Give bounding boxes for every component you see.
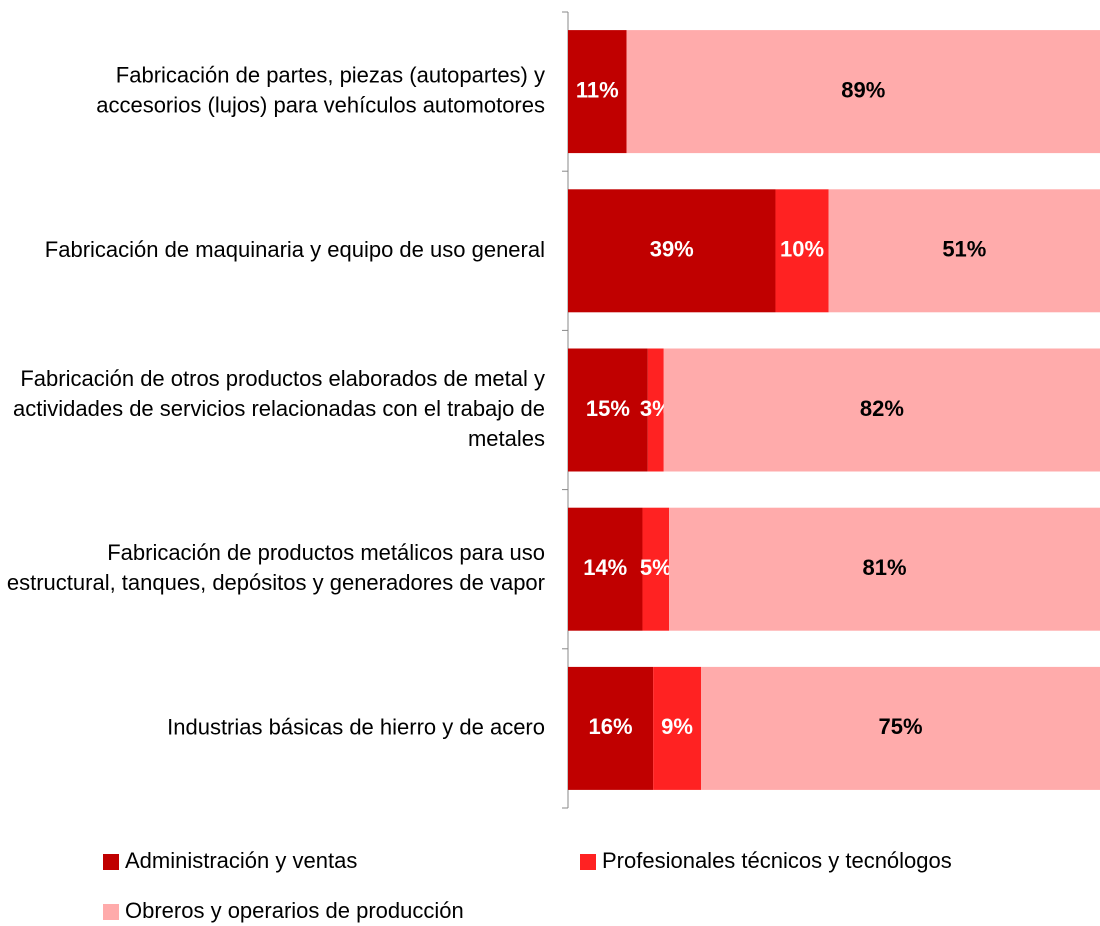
legend-swatch xyxy=(580,854,596,870)
legend-label: Profesionales técnicos y tecnólogos xyxy=(602,848,952,873)
legend-swatch xyxy=(103,854,119,870)
legend-label: Administración y ventas xyxy=(125,848,357,873)
category-label: Fabricación de productos metálicos para … xyxy=(1,540,545,595)
legend-label: Obreros y operarios de producción xyxy=(125,898,464,923)
category-label: Industrias básicas de hierro y de acero xyxy=(167,714,545,739)
bar-segment xyxy=(775,189,829,313)
category-label: Fabricación de otros productos elaborado… xyxy=(7,366,545,451)
value-label: 5% xyxy=(640,555,672,580)
bar-segment xyxy=(642,507,670,631)
value-label: 89% xyxy=(841,77,885,102)
value-label: 11% xyxy=(576,77,619,102)
bar-segment xyxy=(701,666,1100,790)
value-label: 75% xyxy=(878,714,922,739)
bar-segment xyxy=(653,666,701,790)
value-label: 39% xyxy=(650,237,694,262)
bar-segment xyxy=(568,507,643,631)
legend-swatch xyxy=(103,904,119,920)
bar-segment xyxy=(626,30,1100,154)
bar-segment xyxy=(647,348,664,472)
value-label: 51% xyxy=(942,237,986,262)
value-label: 81% xyxy=(863,555,907,580)
bar-segment xyxy=(568,30,627,154)
value-label: 82% xyxy=(860,396,904,421)
value-label: 9% xyxy=(661,714,693,739)
value-label: 14% xyxy=(583,555,627,580)
value-label: 10% xyxy=(780,237,824,262)
bar-segment xyxy=(568,666,654,790)
category-label: Fabricación de partes, piezas (autoparte… xyxy=(90,62,545,117)
bar-segment xyxy=(828,189,1100,313)
bar-segment xyxy=(568,189,776,313)
category-label: Fabricación de maquinaria y equipo de us… xyxy=(45,237,545,262)
bar-segment xyxy=(568,348,648,472)
value-label: 16% xyxy=(589,714,633,739)
bar-segment xyxy=(669,507,1100,631)
bar-segment xyxy=(663,348,1100,472)
value-label: 15% xyxy=(586,396,630,421)
